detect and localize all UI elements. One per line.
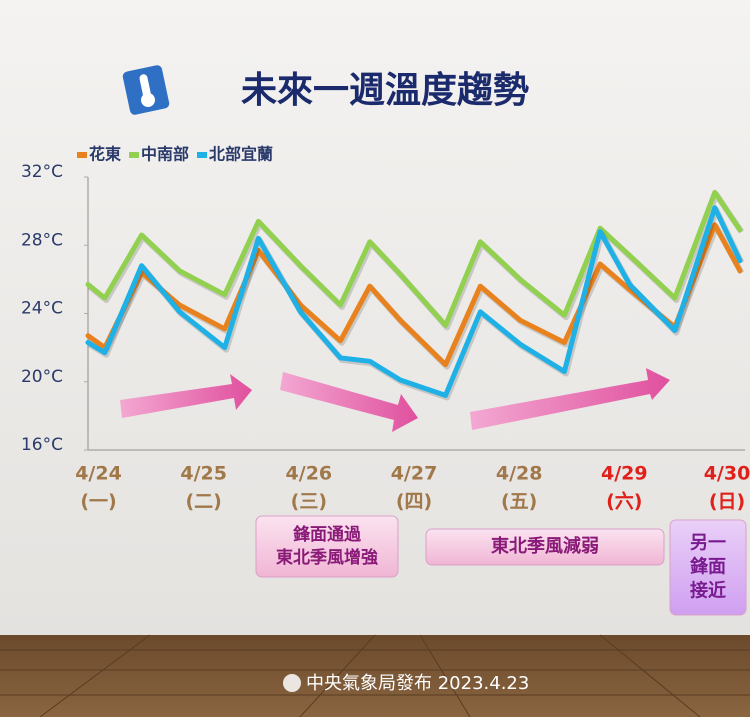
annotation-text: 鋒面通過	[292, 524, 362, 545]
legend-swatch	[197, 152, 208, 158]
title-icon	[122, 65, 170, 115]
trend-arrows	[120, 368, 670, 432]
series-line	[85, 222, 743, 368]
y-tick-label: 24°C	[21, 299, 63, 319]
annotation-box	[425, 528, 665, 566]
x-weekday-label: (六)	[606, 490, 642, 513]
x-weekday-label: (四)	[396, 491, 432, 513]
annotation-box	[669, 519, 747, 616]
footer-logo	[283, 674, 301, 692]
series-line	[85, 205, 743, 398]
x-tick-label: 4/25	[180, 463, 227, 485]
annotation-box	[255, 515, 399, 578]
x-tick-label: 4/28	[496, 463, 543, 485]
footer-text: 中央氣象局發布 2023.4.23	[306, 673, 529, 694]
x-weekday-label: (日)	[709, 491, 745, 513]
chart-title: 未來一週溫度趨勢	[241, 70, 529, 111]
annotation-text: 東北季風減弱	[491, 535, 599, 557]
x-weekday-label: (一)	[80, 491, 116, 513]
annotation-text: 東北季風增強	[276, 547, 378, 568]
annotation-text: 另一	[690, 533, 726, 554]
annotation-text: 鋒面	[689, 556, 726, 578]
x-weekday-label: (五)	[501, 491, 537, 513]
y-tick-label: 16°C	[21, 435, 63, 455]
x-weekday-label: (二)	[185, 491, 221, 513]
x-tick-label: 4/26	[286, 463, 333, 485]
legend-swatch	[129, 152, 140, 158]
legend-label: 北部宜蘭	[209, 145, 273, 164]
x-tick-label: 4/24	[75, 463, 122, 485]
x-tick-label: 4/27	[391, 463, 438, 485]
floor	[0, 634, 750, 718]
series-line	[85, 189, 743, 328]
legend-swatch	[77, 152, 87, 158]
legend-label: 花東	[89, 145, 121, 164]
x-tick-label: 4/29	[601, 463, 648, 485]
annotation-text: 接近	[690, 580, 726, 602]
y-tick-label: 32°C	[21, 162, 63, 182]
y-tick-label: 28°C	[21, 230, 63, 250]
x-weekday-label: (三)	[291, 491, 327, 513]
y-tick-label: 20°C	[21, 367, 63, 387]
legend-label: 中南部	[141, 145, 189, 164]
x-tick-label: 4/30	[704, 463, 750, 485]
